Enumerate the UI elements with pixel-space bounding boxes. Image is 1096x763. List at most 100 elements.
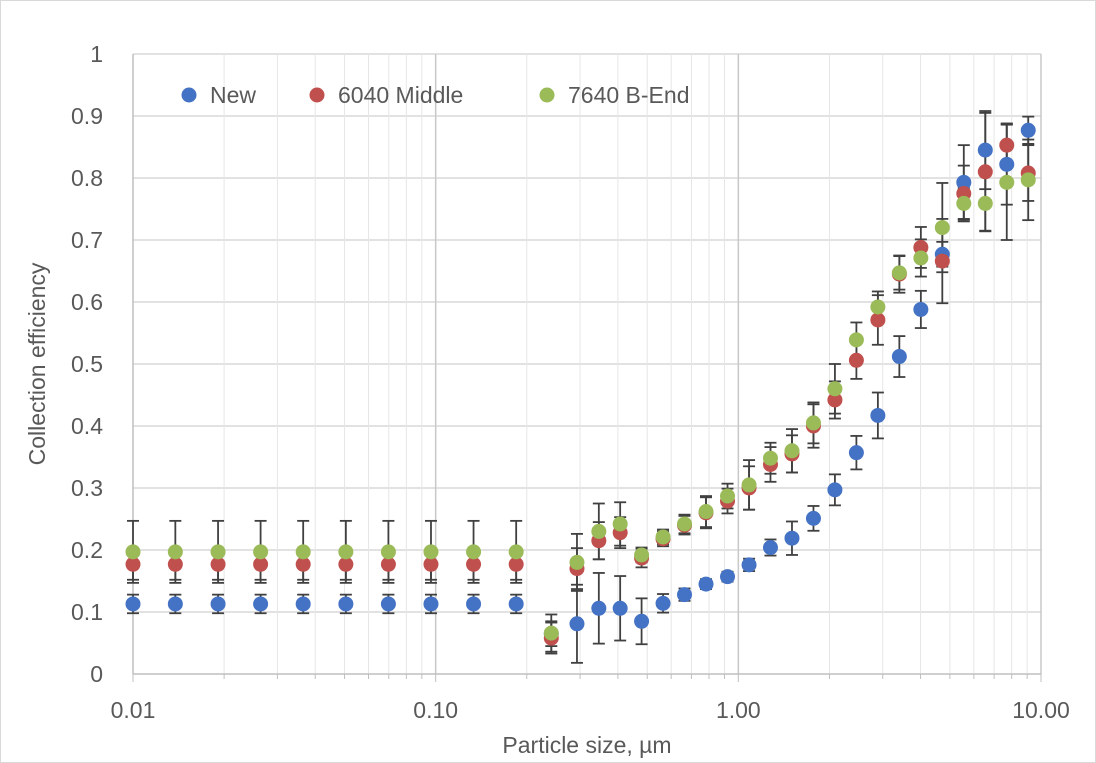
data-point — [891, 265, 907, 281]
y-tick-label: 0.1 — [71, 599, 103, 625]
data-point — [508, 544, 524, 560]
data-point — [1020, 172, 1036, 188]
y-tick-label: 1 — [90, 41, 103, 67]
data-point — [891, 349, 907, 365]
data-point — [295, 596, 311, 612]
data-point — [848, 445, 864, 461]
data-point — [762, 540, 778, 556]
data-point — [466, 544, 482, 560]
data-point — [591, 600, 607, 616]
data-point — [569, 616, 585, 632]
data-point — [677, 516, 693, 532]
data-point — [913, 239, 929, 255]
data-point — [956, 174, 972, 190]
y-tick-label: 0.6 — [71, 289, 103, 315]
data-point — [977, 142, 993, 158]
data-point — [934, 220, 950, 236]
data-point — [720, 569, 736, 585]
legend-label: 6040 Middle — [338, 82, 463, 108]
data-point — [827, 482, 843, 498]
data-point — [870, 299, 886, 315]
data-point — [466, 596, 482, 612]
data-point — [423, 556, 439, 572]
data-point — [999, 174, 1015, 190]
data-point — [827, 381, 843, 397]
data-point — [1020, 122, 1036, 138]
y-tick-label: 0.4 — [71, 413, 103, 439]
data-point — [253, 556, 269, 572]
legend-marker — [181, 87, 197, 103]
legend-marker — [539, 87, 555, 103]
data-point — [634, 547, 650, 563]
data-point — [423, 596, 439, 612]
data-point — [848, 352, 864, 368]
y-tick-label: 0.9 — [71, 103, 103, 129]
data-point — [167, 596, 183, 612]
y-tick-label: 0.3 — [71, 475, 103, 501]
data-point — [591, 523, 607, 539]
data-point — [698, 576, 714, 592]
data-point — [423, 544, 439, 560]
data-point — [125, 556, 141, 572]
data-point — [210, 596, 226, 612]
legend-marker — [309, 87, 325, 103]
data-point — [380, 544, 396, 560]
data-point — [210, 544, 226, 560]
x-tick-label: 10.00 — [1012, 697, 1070, 723]
data-point — [295, 544, 311, 560]
data-point — [698, 504, 714, 520]
data-point — [762, 450, 778, 466]
data-point — [253, 544, 269, 560]
data-point — [913, 301, 929, 317]
data-point — [612, 516, 628, 532]
data-point — [655, 595, 671, 611]
data-point — [253, 596, 269, 612]
data-point — [295, 556, 311, 572]
data-point — [655, 529, 671, 545]
x-tick-label: 0.10 — [413, 697, 458, 723]
y-axis-title: Collection efficiency — [24, 262, 50, 465]
data-point — [569, 554, 585, 570]
y-tick-label: 0.2 — [71, 537, 103, 563]
x-axis-title: Particle size, µm — [502, 732, 671, 758]
data-point — [934, 253, 950, 269]
data-point — [999, 156, 1015, 172]
data-point — [508, 596, 524, 612]
data-point — [805, 510, 821, 526]
legend-label: 7640 B-End — [568, 82, 689, 108]
error-bars — [127, 110, 1035, 664]
data-point — [338, 556, 354, 572]
data-point — [784, 530, 800, 546]
legend: New 6040 Middle 7640 B-End — [181, 82, 689, 108]
data-point — [338, 596, 354, 612]
data-point — [827, 392, 843, 408]
data-point — [977, 164, 993, 180]
data-point — [805, 415, 821, 431]
legend-label: New — [210, 82, 256, 108]
y-tick-label: 0.8 — [71, 165, 103, 191]
data-point — [466, 556, 482, 572]
data-point — [167, 544, 183, 560]
x-tick-label: 0.01 — [111, 697, 156, 723]
data-point — [720, 488, 736, 504]
data-point — [741, 557, 757, 573]
data-point — [543, 625, 559, 641]
data-point — [784, 443, 800, 459]
data-point — [870, 312, 886, 328]
data-point — [508, 556, 524, 572]
data-point — [634, 613, 650, 629]
data-points — [125, 122, 1036, 646]
gridlines — [133, 53, 1042, 674]
data-point — [125, 544, 141, 560]
data-point — [125, 596, 141, 612]
data-point — [999, 137, 1015, 153]
y-tick-label: 0 — [90, 661, 103, 687]
data-point — [167, 556, 183, 572]
data-point — [677, 587, 693, 603]
data-point — [956, 195, 972, 211]
data-point — [210, 556, 226, 572]
data-point — [913, 250, 929, 266]
data-point — [870, 407, 886, 423]
data-point — [848, 332, 864, 348]
